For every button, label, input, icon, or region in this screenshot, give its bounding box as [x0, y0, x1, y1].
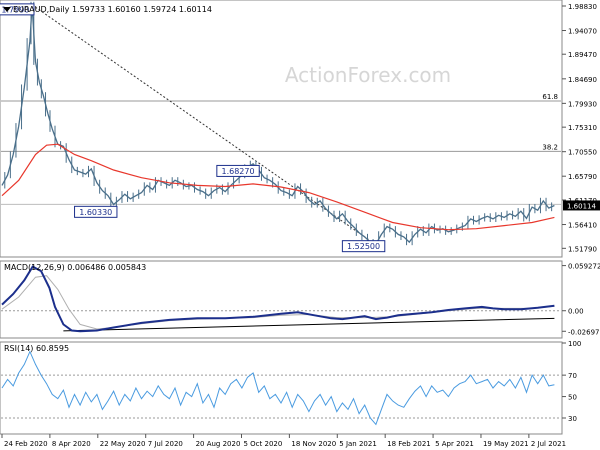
fib-level-label: 61.8 [542, 93, 558, 101]
macd-tick-label: 0.059272 [568, 263, 600, 271]
y-tick-label: 1.51790 [568, 245, 597, 253]
watermark: ActionForex.com [285, 63, 451, 87]
x-tick-label: 24 Feb 2020 [4, 440, 48, 448]
y-tick-label: 1.79930 [568, 100, 597, 108]
macd-tick-label: -0.026978 [568, 328, 600, 336]
x-tick-label: 5 Apr 2021 [435, 440, 474, 448]
y-tick-label: 1.94070 [568, 28, 597, 36]
x-tick-label: 18 Nov 2020 [291, 440, 336, 448]
current-price-label: 1.60114 [567, 202, 596, 210]
x-tick-label: 7 Jul 2020 [148, 440, 183, 448]
y-tick-label: 1.89470 [568, 51, 597, 59]
level-annotation-label: 1.52500 [347, 242, 380, 251]
y-tick-label: 1.56410 [568, 222, 597, 230]
rsi-tick-label: 50 [568, 394, 577, 402]
fib-level-label: 38.2 [542, 143, 558, 151]
y-tick-label: 1.65790 [568, 173, 597, 181]
y-tick-label: 1.98830 [568, 3, 597, 11]
downtrend-line [31, 4, 377, 246]
macd-panel-frame [0, 260, 563, 339]
chart-title: EURAUD,Daily 1.59733 1.60160 1.59724 1.6… [13, 5, 212, 14]
x-tick-label: 2 Jul 2021 [531, 440, 566, 448]
x-tick-label: 22 May 2020 [100, 440, 146, 448]
level-annotation-box [74, 205, 118, 218]
y-tick-label: 1.75310 [568, 124, 597, 132]
main-panel-frame [0, 0, 563, 258]
chevron-down-icon[interactable] [3, 7, 11, 12]
y-tick-label: 1.84690 [568, 76, 597, 84]
rsi-tick-label: 30 [568, 415, 577, 423]
x-tick-label: 5 Oct 2020 [243, 440, 282, 448]
rsi-title: RSI(14) 60.8595 [4, 344, 69, 353]
moving-average-series [1, 143, 555, 231]
level-annotation-box [216, 164, 260, 177]
rsi-tick-label: 100 [568, 340, 581, 348]
macd-title: MACD(12,26,9) 0.006486 0.005843 [4, 263, 146, 272]
macd-panel: 0.059272 0.00 -0.026978 [1, 263, 600, 336]
main-price-panel: 1.98830 1.94070 1.89470 1.84690 1.79930 1.753… [0, 1, 600, 253]
level-annotation-box [0, 3, 35, 16]
rsi-series [1, 350, 555, 426]
y-tick-label: 1.70550 [568, 149, 597, 157]
rsi-panel: 100 70 50 30 [1, 340, 581, 426]
macd-trendline [63, 317, 555, 332]
level-annotation-label: 1.7990 [1, 5, 29, 14]
x-tick-label: 5 Jan 2021 [339, 440, 377, 448]
macd-series [1, 265, 555, 333]
current-price-box [563, 200, 600, 211]
level-annotation-box [341, 240, 386, 253]
rsi-tick-label: 70 [568, 372, 577, 380]
level-annotation-label: 1.68270 [221, 167, 254, 176]
x-axis: 24 Feb 2020 8 Apr 2020 22 May 2020 7 Jul 20… [1, 434, 566, 448]
x-tick-label: 19 May 2021 [483, 440, 529, 448]
x-tick-label: 8 Apr 2020 [52, 440, 91, 448]
level-annotation-label: 1.60330 [79, 208, 112, 217]
x-tick-label: 18 Feb 2021 [387, 440, 431, 448]
x-tick-label: 20 Aug 2020 [196, 440, 241, 448]
rsi-panel-frame [0, 341, 563, 435]
macd-tick-label: 0.00 [568, 308, 584, 316]
